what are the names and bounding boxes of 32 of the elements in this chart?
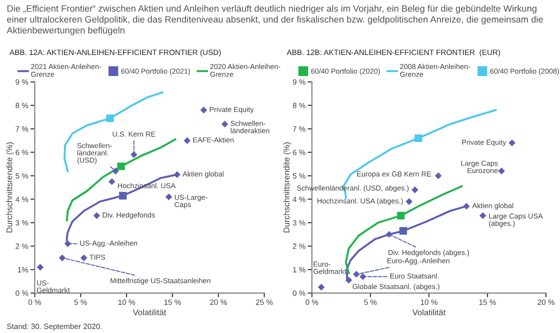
point bbox=[117, 162, 125, 170]
x-axis-title: Volatilität bbox=[132, 309, 166, 316]
point bbox=[165, 193, 172, 200]
point bbox=[119, 192, 127, 200]
point bbox=[318, 284, 325, 291]
x-axis-title: Volatilität bbox=[412, 309, 446, 316]
point bbox=[80, 254, 88, 262]
point bbox=[463, 202, 470, 210]
point bbox=[106, 114, 114, 122]
y-axis-title: Durchschnittsrendite (%) bbox=[6, 142, 14, 232]
point bbox=[508, 140, 516, 146]
point bbox=[221, 120, 228, 128]
point bbox=[498, 168, 505, 174]
point bbox=[399, 227, 408, 235]
point bbox=[36, 264, 44, 271]
line-series bbox=[64, 92, 164, 172]
point bbox=[345, 276, 352, 284]
point bbox=[93, 212, 100, 220]
line-series bbox=[66, 138, 176, 222]
point bbox=[184, 137, 191, 144]
point bbox=[108, 178, 116, 186]
point bbox=[412, 186, 418, 194]
point bbox=[406, 198, 412, 205]
point bbox=[200, 106, 208, 114]
point bbox=[414, 134, 422, 142]
point bbox=[434, 172, 442, 180]
point bbox=[352, 270, 360, 278]
point bbox=[174, 171, 180, 178]
point bbox=[479, 212, 486, 220]
y-axis-title: Durchschnittsrendite (%) bbox=[283, 142, 292, 232]
point bbox=[397, 212, 405, 220]
chart-title: Die „Efficient Frontier“ zwischen Aktien und Anleihen verläuft deutlich niedriger als im Vorjahr, ein Beleg für die gebündelte Wirkung einer ultralockeren Geldpolitik, die das Renditeniveau absenkt, und der fiskalischen bzw. geldpolitischen Anreize, die gemeinsam die Aktienbewertungen beflügeln bbox=[6, 4, 543, 36]
